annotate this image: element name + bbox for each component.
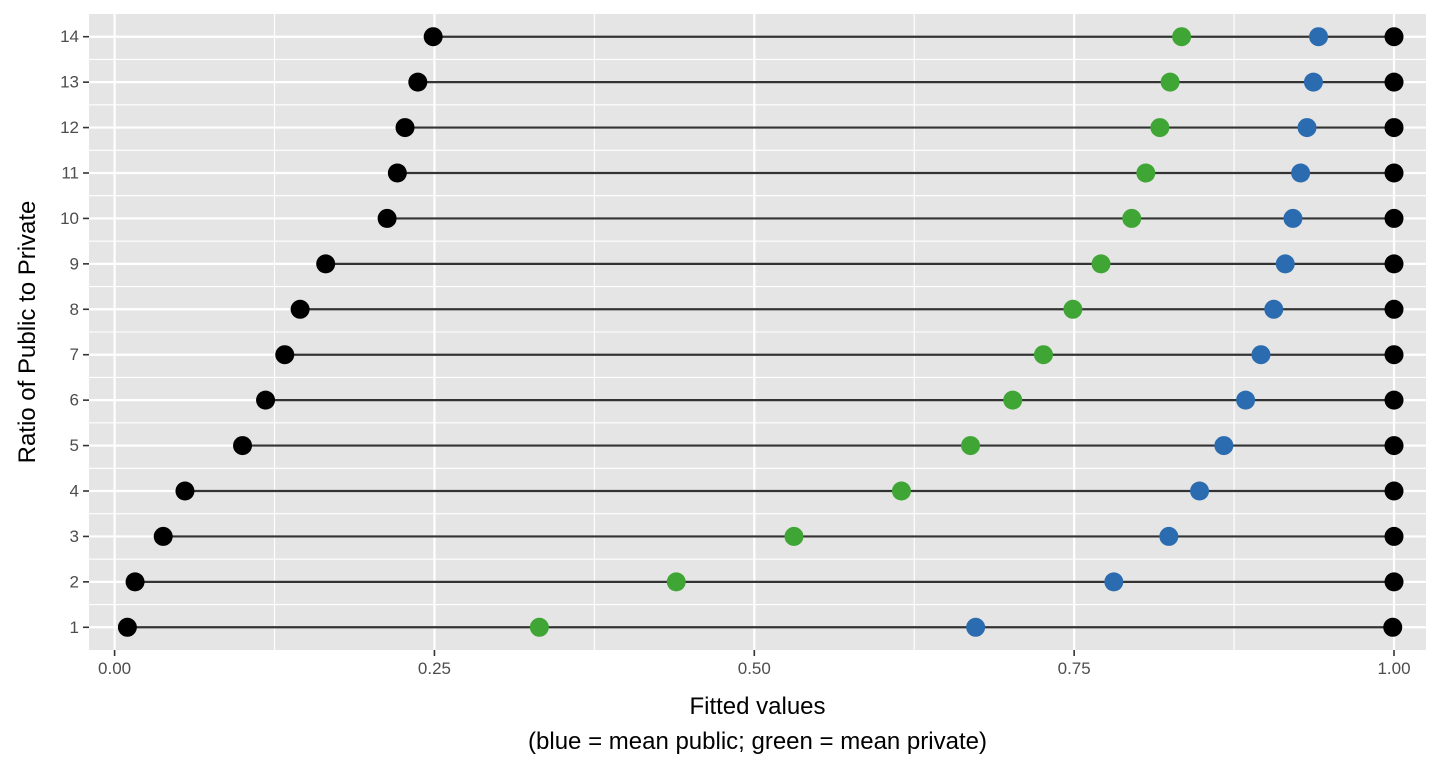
point-min [423,27,443,47]
y-tick-label: 10 [60,209,79,228]
point-min [256,390,276,410]
point-mean-public [1275,254,1295,274]
y-tick-label: 6 [70,391,79,410]
y-tick-label: 2 [70,572,79,591]
point-max [1384,436,1404,456]
point-mean-public [1236,390,1256,410]
point-min [395,118,415,138]
point-mean-public [1190,481,1210,501]
point-mean-private [891,481,911,501]
point-max [1384,163,1404,183]
x-axis-title: Fitted values [689,693,825,720]
y-tick-label: 4 [70,482,79,501]
y-tick-label: 14 [60,27,79,46]
point-mean-private [1150,118,1170,138]
point-mean-private [784,526,804,546]
point-min [125,572,145,592]
x-tick-label: 0.50 [738,659,771,678]
y-tick-label: 5 [70,436,79,455]
point-max [1384,390,1404,410]
point-mean-private [1172,27,1192,47]
point-max [1384,299,1404,319]
point-mean-private [666,572,686,592]
data-points [117,27,1404,637]
point-max [1384,345,1404,365]
point-mean-public [1283,208,1303,228]
point-mean-public [1104,572,1124,592]
point-min [408,72,428,92]
point-min [387,163,407,183]
point-mean-public [1214,436,1234,456]
point-mean-private [1033,345,1053,365]
y-tick-label: 11 [61,164,79,183]
y-tick-label: 12 [60,118,79,137]
point-max [1384,526,1404,546]
point-mean-private [1091,254,1111,274]
point-max [1384,254,1404,274]
point-min [175,481,195,501]
x-tick-label: 0.75 [1058,659,1091,678]
point-mean-public [1303,72,1323,92]
range-segments [127,35,1395,629]
y-tick-label: 9 [70,254,79,273]
point-mean-public [966,617,986,637]
point-min [377,208,397,228]
point-mean-private [961,436,981,456]
grid-minor [89,14,1426,650]
point-mean-private [1003,390,1023,410]
x-axis: 0.00 0.25 0.50 0.75 1.00 [98,650,1411,678]
point-min [117,617,137,637]
y-axis-title: Ratio of Public to Private [14,201,41,464]
point-mean-public [1264,299,1284,319]
y-tick-label: 1 [70,618,79,637]
point-max [1384,72,1404,92]
point-mean-private [529,617,549,637]
x-tick-label: 1.00 [1377,659,1410,678]
x-tick-label: 0.25 [418,659,451,678]
y-tick-label: 13 [60,73,79,92]
point-mean-public [1251,345,1271,365]
point-mean-private [1122,208,1142,228]
point-mean-private [1160,72,1180,92]
point-min [316,254,336,274]
y-tick-label: 7 [70,345,79,364]
point-mean-public [1159,526,1179,546]
point-max [1383,617,1403,637]
point-mean-private [1136,163,1156,183]
point-max [1384,208,1404,228]
point-mean-public [1297,118,1317,138]
point-max [1384,118,1404,138]
point-min [290,299,310,319]
y-tick-label: 3 [70,527,79,546]
point-mean-public [1309,27,1329,47]
point-mean-public [1291,163,1311,183]
point-min [233,436,253,456]
point-max [1384,481,1404,501]
y-tick-label: 8 [70,300,79,319]
point-max [1384,572,1404,592]
point-max [1384,27,1404,47]
point-min [153,526,173,546]
x-tick-label: 0.00 [98,659,131,678]
point-mean-private [1063,299,1083,319]
point-min [275,345,295,365]
x-axis-subtitle: (blue = mean public; green = mean privat… [528,728,987,755]
